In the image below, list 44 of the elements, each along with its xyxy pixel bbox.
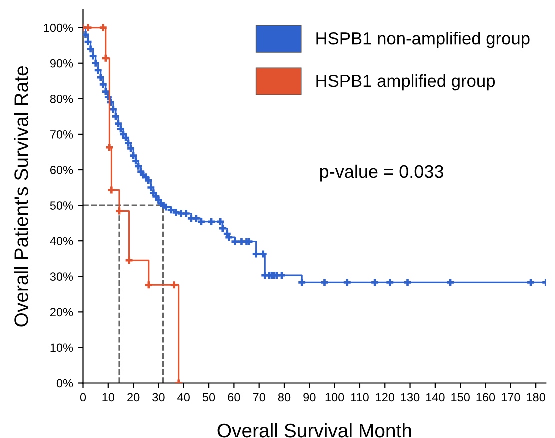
point	[102, 54, 110, 62]
y-tick-label: 10%	[50, 344, 74, 352]
x-tick-label: 20	[128, 393, 140, 402]
x-tick-label: 140	[426, 393, 445, 402]
point	[106, 144, 114, 152]
x-tick-label: 150	[452, 393, 470, 402]
x-tick-label: 0	[80, 393, 86, 402]
x-tick-label: 100	[326, 393, 344, 402]
x-tick-label: 80	[278, 393, 291, 402]
point	[145, 282, 152, 289]
legend-label: HSPB1 amplified group	[316, 74, 496, 91]
x-tick-label: 50	[202, 393, 216, 402]
y-axis-title: Overall Patient's Survival Rate	[14, 66, 28, 327]
y-tick-label: 20%	[50, 308, 74, 317]
point	[108, 186, 116, 194]
x-tick-label: 40	[178, 393, 190, 402]
y-tick-label: 50%	[50, 202, 74, 210]
y-tick-label: 100%	[44, 24, 74, 32]
x-tick-label: 110	[351, 393, 369, 402]
legend-label: HSPB1 non-amplified group	[316, 32, 530, 48]
y-tick-label: 80%	[50, 94, 74, 104]
x-axis-title: Overall Survival Month	[218, 423, 412, 438]
x-tick-label: 160	[476, 393, 496, 402]
point	[100, 24, 107, 32]
x-tick-label: 180	[527, 393, 546, 402]
x-tick-label: 70	[253, 393, 266, 402]
annotation: p-value = 0.033	[320, 164, 444, 182]
x-tick-label: 120	[376, 393, 395, 402]
x-tick-label: 30	[152, 393, 165, 402]
y-tick-label: 40%	[50, 237, 74, 246]
y-tick-label: 30%	[50, 272, 74, 282]
y-tick-label: 0%	[56, 379, 74, 388]
y-tick-label: 90%	[50, 59, 74, 68]
y-tick-label: 70%	[50, 130, 74, 139]
point	[84, 24, 92, 32]
y-tick-label: 60%	[50, 166, 74, 174]
point	[170, 282, 178, 289]
point	[126, 257, 133, 264]
point	[116, 208, 123, 215]
x-tick-label: 60	[228, 393, 240, 402]
x-tick-label: 90	[304, 393, 316, 402]
x-tick-label: 10	[102, 393, 115, 402]
x-tick-label: 170	[502, 393, 520, 402]
x-tick-label: 130	[401, 393, 420, 402]
